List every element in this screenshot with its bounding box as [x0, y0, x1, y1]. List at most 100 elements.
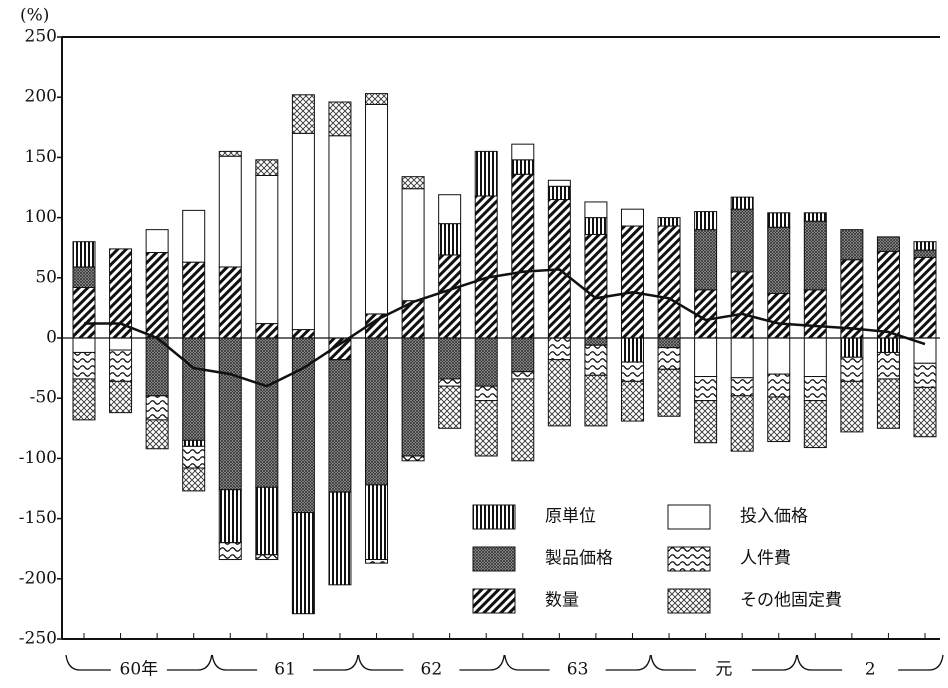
group-bracket [796, 654, 944, 671]
bar-segment [182, 467, 206, 492]
bar-segment [657, 368, 681, 417]
bar-segment [840, 337, 864, 358]
bar-segment [657, 337, 681, 349]
bar-segment [145, 252, 169, 339]
bar-segment [145, 337, 169, 397]
bar-segment [511, 143, 535, 161]
bar-segment [438, 337, 462, 380]
bar-segment [438, 385, 462, 429]
bar-segment [438, 254, 462, 339]
bar-segment [109, 380, 133, 414]
bar-segment [511, 378, 535, 462]
bar-segment [255, 337, 279, 488]
bar-segment [365, 484, 389, 561]
bar-segment [584, 344, 608, 376]
bar-segment [876, 378, 900, 429]
bar-segment [511, 371, 535, 380]
bar-segment [694, 211, 718, 231]
bar-segment [218, 266, 242, 339]
bar-segment [694, 376, 718, 402]
bar-segment [72, 351, 96, 380]
y-tick-label: -100 [19, 448, 57, 468]
bar-segment [620, 208, 644, 227]
bar-segment [767, 373, 791, 398]
bar-segment [182, 439, 206, 447]
legend-label: その他固定費 [740, 591, 842, 611]
bar-segment [255, 159, 279, 176]
bar-segment [328, 491, 352, 586]
bar-segment [291, 329, 315, 339]
bar-segment [584, 217, 608, 235]
bar-segment [365, 93, 389, 105]
y-axis-label: (%) [20, 6, 49, 26]
bar-segment [913, 241, 937, 251]
bar-segment [547, 179, 571, 187]
bar-segment [474, 385, 498, 402]
bar-segment [474, 195, 498, 339]
bar-segment [365, 103, 389, 315]
bar-segment [657, 217, 681, 227]
group-bracket [211, 654, 359, 671]
legend-swatch [667, 588, 711, 614]
bar-segment [72, 337, 96, 353]
bar-segment [767, 396, 791, 443]
bar-segment [584, 337, 608, 346]
y-tick-label: 150 [25, 147, 57, 167]
bar-segment [913, 249, 937, 258]
legend-label: 原単位 [545, 507, 596, 527]
bar-segment [255, 486, 279, 556]
bar-segment [511, 159, 535, 175]
bar-segment [511, 173, 535, 339]
bar-segment [803, 289, 827, 339]
bar-segment [584, 374, 608, 427]
bar-segment [328, 359, 352, 493]
bar-segment [218, 150, 242, 157]
y-tick-label: -50 [30, 388, 57, 408]
bar-segment [620, 380, 644, 422]
bar-segment [657, 225, 681, 339]
bar-segment [401, 337, 425, 457]
bar-segment [730, 208, 754, 273]
legend-swatch [472, 546, 516, 572]
group-label: 元 [715, 660, 732, 680]
y-tick-label: 250 [25, 27, 57, 47]
y-tick-label: -200 [19, 568, 57, 588]
bar-segment [584, 201, 608, 219]
legend-swatch [667, 546, 711, 572]
bar-segment [876, 351, 900, 380]
bar-segment [365, 337, 389, 486]
bar-segment [803, 220, 827, 291]
legend-swatch [667, 504, 711, 530]
bar-segment [109, 337, 133, 351]
bar-segment [145, 395, 169, 421]
bar-segment [401, 455, 425, 462]
legend-swatch [472, 504, 516, 530]
y-tick-label: 200 [25, 87, 57, 107]
bar-segment [365, 559, 389, 564]
bar-segment [876, 337, 900, 353]
bar-segment [182, 337, 206, 441]
group-bracket [650, 654, 798, 671]
bar-segment [730, 337, 754, 379]
group-label: 62 [421, 660, 443, 680]
bar-segment [730, 377, 754, 397]
bar-segment [694, 337, 718, 378]
legend-label: 投入価格 [740, 507, 808, 527]
bar-segment [72, 241, 96, 268]
bar-segment [401, 176, 425, 190]
bar-segment [218, 337, 242, 491]
bar-segment [694, 229, 718, 291]
bar-segment [145, 419, 169, 450]
bar-segment [255, 554, 279, 561]
bar-segment [438, 223, 462, 256]
group-label: 2 [865, 660, 876, 680]
bar-segment [255, 323, 279, 339]
bar-segment [767, 337, 791, 375]
bar-segment [72, 378, 96, 421]
bar-segment [803, 212, 827, 222]
bar-segment [730, 196, 754, 210]
bar-segment [803, 376, 827, 402]
bar-segment [291, 512, 315, 615]
bar-segment [620, 337, 644, 363]
bar-segment [840, 356, 864, 382]
